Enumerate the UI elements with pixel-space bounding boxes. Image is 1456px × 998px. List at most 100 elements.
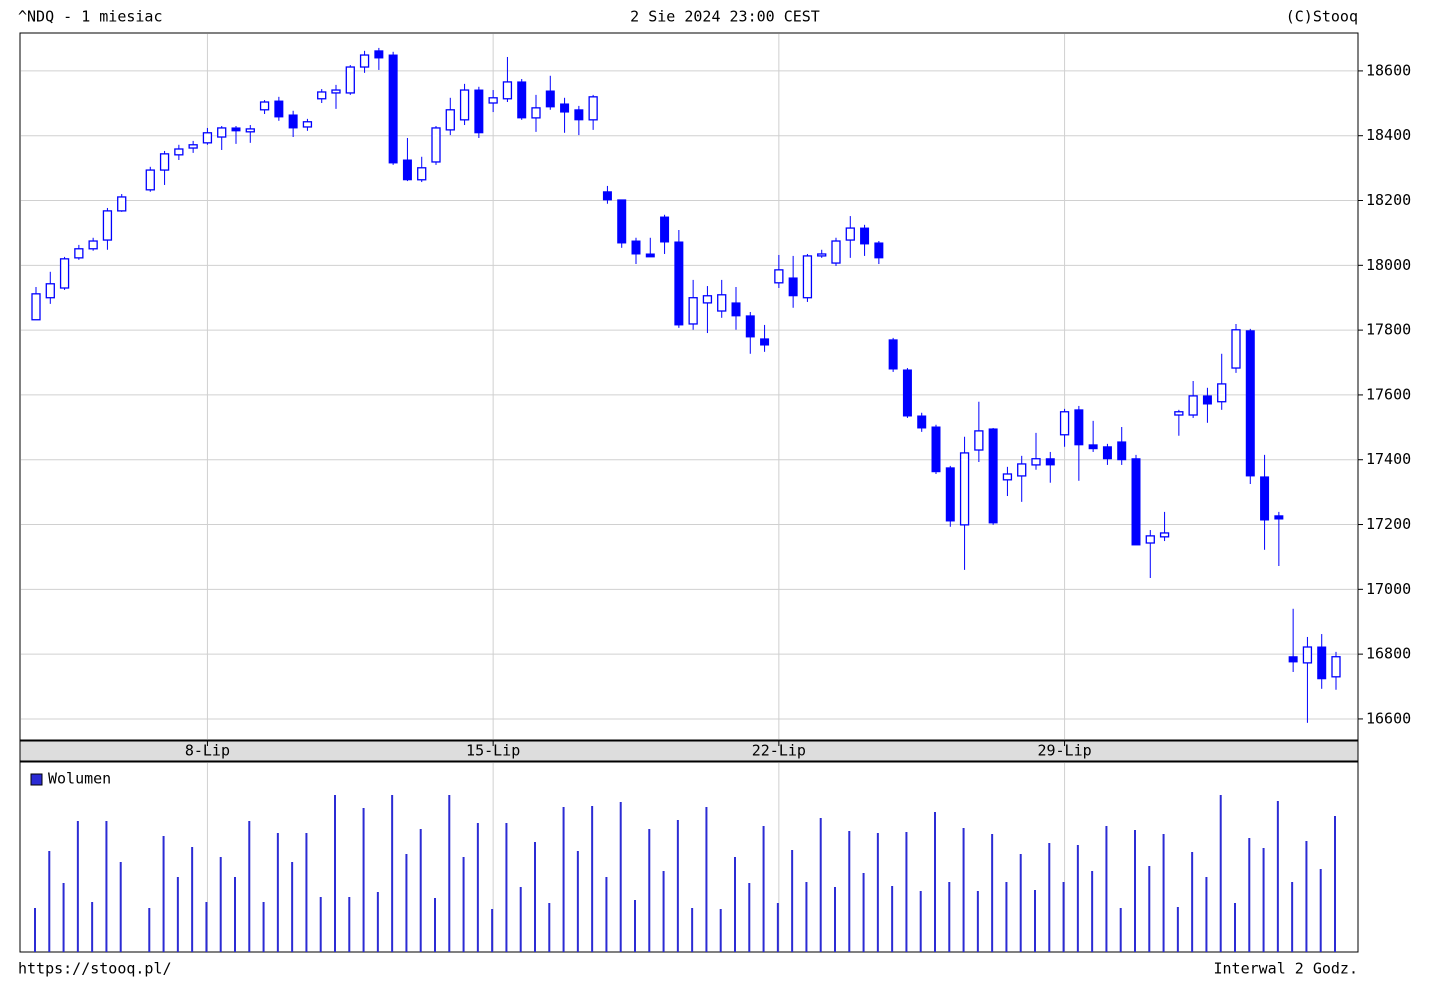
candle-body	[674, 241, 684, 326]
x-tick-label: 8-Lip	[185, 742, 230, 760]
candle-body	[459, 89, 470, 121]
source: (C)Stooq	[1286, 8, 1358, 26]
candle-body	[231, 127, 241, 132]
candle-body	[602, 191, 612, 201]
candle-body	[74, 248, 84, 259]
candle-body	[860, 227, 870, 245]
chart-date: 2 Sie 2024 23:00 CEST	[630, 8, 820, 26]
candle-body	[731, 302, 741, 317]
x-axis-band	[19, 740, 1359, 762]
candle-body	[1117, 441, 1127, 461]
plot: 16600 16800 17000 17200 17400 17600 17800 18000…	[21, 34, 1411, 952]
candle-body	[645, 253, 655, 258]
candle-body	[402, 159, 412, 181]
candle-body	[345, 66, 355, 94]
candle-body	[560, 103, 570, 113]
candle-body	[1017, 463, 1027, 477]
candle-body	[1059, 411, 1070, 436]
y-tick-label: 17200	[1366, 515, 1411, 533]
candle-body	[102, 210, 113, 241]
candle-body	[1074, 409, 1084, 446]
price-frame	[19, 32, 1359, 741]
candle-body	[1188, 395, 1198, 416]
candle-body	[588, 96, 598, 121]
y-tick-label: 17000	[1366, 580, 1411, 598]
candle-body	[917, 415, 927, 429]
candle-body	[1102, 446, 1112, 460]
candle-body	[574, 109, 584, 121]
candle-body	[317, 91, 327, 100]
candle-body	[174, 148, 184, 156]
candle-body	[988, 428, 998, 524]
candle-body	[274, 100, 284, 118]
chart-title: ^NDQ - 1 miesiac	[18, 8, 163, 26]
candle-body	[717, 294, 727, 312]
candle-body	[117, 196, 127, 212]
candle-body	[431, 127, 441, 163]
candle-body	[902, 369, 912, 417]
candle-body	[1288, 656, 1298, 663]
candle-body	[974, 430, 984, 451]
candle-body	[1331, 656, 1341, 678]
candle-body	[617, 199, 627, 244]
footer-interval: Interwal 2 Godz.	[1214, 960, 1359, 978]
candle-body	[1260, 476, 1270, 521]
y-tick-label: 18600	[1366, 61, 1411, 79]
candle-body	[288, 114, 298, 129]
candle-body	[888, 339, 898, 370]
candle-body	[517, 81, 527, 119]
y-tick-label: 17400	[1366, 450, 1411, 468]
footer-url: https://stooq.pl/	[18, 960, 172, 978]
candle-body	[302, 121, 313, 128]
x-tick-label: 15-Lip	[466, 742, 520, 760]
candle-body	[688, 297, 698, 325]
x-tick-label: 22-Lip	[752, 742, 806, 760]
candle-body	[831, 240, 841, 264]
candle-body	[845, 227, 855, 241]
candle-body	[502, 81, 513, 100]
candle-body	[874, 242, 884, 259]
y-tick-label: 18400	[1366, 126, 1411, 144]
candle-body	[1031, 458, 1041, 466]
candle-body	[359, 54, 370, 68]
candle-body	[788, 277, 798, 297]
candle-body	[702, 295, 713, 304]
candle-body	[217, 127, 227, 138]
candle-body	[31, 293, 41, 321]
candle-body	[445, 109, 455, 131]
x-tick-label: 29-Lip	[1037, 742, 1091, 760]
candle-body	[745, 315, 755, 338]
candle-body	[202, 132, 213, 144]
candle-body	[1217, 383, 1227, 403]
candle-body	[1317, 646, 1327, 680]
candle-body	[545, 90, 555, 108]
y-tick-label: 18200	[1366, 191, 1411, 209]
candle-body	[1245, 330, 1255, 477]
candle-body	[474, 89, 484, 134]
candle-body	[760, 338, 770, 346]
candle-body	[802, 255, 813, 299]
candle-body	[1159, 532, 1170, 538]
candle-body	[1302, 646, 1313, 664]
candle-body	[417, 167, 427, 181]
candle-body	[1131, 458, 1141, 546]
candle-body	[245, 128, 255, 133]
volume-legend: Wolumen	[48, 770, 111, 788]
candle-body	[1045, 458, 1055, 466]
candle-body	[1174, 411, 1184, 416]
candle-body	[45, 283, 55, 299]
candle-body	[388, 54, 398, 164]
y-tick-label: 16800	[1366, 645, 1411, 663]
candle-body	[931, 426, 941, 473]
y-tick-label: 16600	[1366, 709, 1411, 727]
candle-body	[631, 240, 641, 255]
y-tick-label: 18000	[1366, 256, 1411, 274]
candle-body	[145, 169, 155, 191]
y-tick-label: 17600	[1366, 385, 1411, 403]
candle-body	[1202, 395, 1212, 405]
candle-body	[1088, 444, 1098, 450]
candle-body	[1231, 329, 1241, 369]
candle-body	[331, 89, 341, 94]
